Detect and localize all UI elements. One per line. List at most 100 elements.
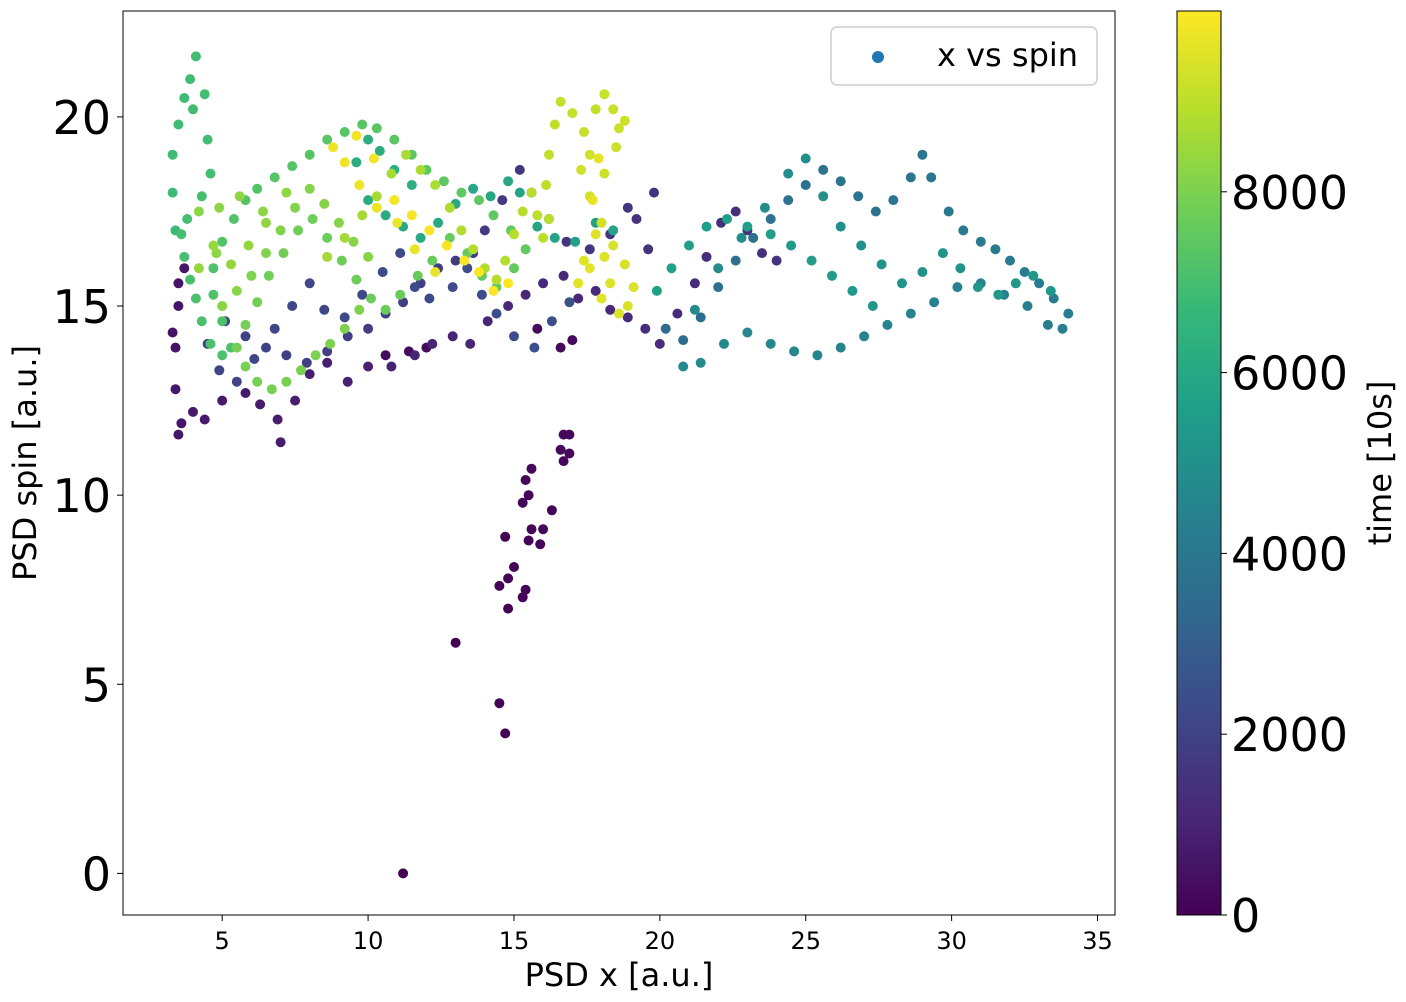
data-point <box>339 312 350 323</box>
data-point <box>573 278 584 289</box>
data-point <box>765 338 776 349</box>
data-point <box>304 183 315 194</box>
data-point <box>587 195 598 206</box>
data-point <box>579 255 589 266</box>
y-tick-label: 20 <box>52 91 111 145</box>
data-point <box>684 240 694 251</box>
data-point <box>882 319 893 330</box>
data-point <box>678 361 689 372</box>
data-point <box>415 232 426 243</box>
plot-frame <box>122 10 1116 916</box>
data-point <box>322 346 333 357</box>
data-point <box>544 214 554 224</box>
data-point <box>558 456 569 467</box>
data-point <box>622 202 633 213</box>
data-point <box>188 406 198 417</box>
data-point <box>351 157 362 168</box>
data-point <box>526 524 537 535</box>
data-point <box>275 437 286 448</box>
y-tick-label: 0 <box>82 847 111 901</box>
data-point <box>173 429 184 440</box>
data-point <box>500 531 511 542</box>
data-point <box>322 134 333 145</box>
colorbar-ticks: 0 2000 4000 6000 8000 <box>1221 166 1348 943</box>
data-point <box>520 475 531 485</box>
data-point <box>167 149 178 160</box>
data-point <box>722 214 732 224</box>
data-point <box>870 206 881 217</box>
data-point <box>701 221 712 232</box>
data-point <box>261 248 271 259</box>
data-point <box>182 214 193 224</box>
data-point <box>447 282 458 293</box>
data-point <box>730 206 741 217</box>
data-point <box>185 74 196 85</box>
data-point <box>468 183 479 194</box>
data-point <box>234 191 245 202</box>
data-point <box>503 573 514 584</box>
data-point <box>1028 270 1039 281</box>
data-point <box>214 365 225 376</box>
data-point <box>701 251 712 262</box>
data-point <box>990 244 1001 255</box>
data-point <box>599 168 610 179</box>
data-point <box>503 176 514 187</box>
data-point <box>380 350 391 361</box>
data-point <box>503 603 514 614</box>
colorbar-gradient <box>1176 10 1222 916</box>
data-point <box>371 191 382 202</box>
colorbar: 0 2000 4000 6000 8000 time [10s] <box>1176 10 1399 943</box>
data-point <box>713 263 724 274</box>
data-point <box>520 244 531 255</box>
data-point <box>252 183 263 194</box>
data-point <box>500 728 511 739</box>
data-point <box>485 191 496 202</box>
data-point <box>371 202 382 213</box>
data-point <box>240 361 251 372</box>
data-point <box>491 274 502 285</box>
legend-box <box>830 26 1098 86</box>
data-point <box>296 365 306 376</box>
data-point <box>555 342 566 353</box>
x-tick-label: 35 <box>1082 927 1113 955</box>
data-point <box>217 301 228 311</box>
data-point <box>614 123 624 134</box>
data-point <box>689 304 700 315</box>
data-point <box>532 323 543 334</box>
data-point <box>546 505 557 516</box>
x-tick-label: 20 <box>645 927 676 955</box>
data-point <box>660 323 671 334</box>
data-point <box>179 263 190 274</box>
data-point <box>363 251 374 262</box>
data-point <box>333 217 344 228</box>
data-point <box>281 376 292 387</box>
data-point <box>293 225 304 236</box>
data-point <box>800 153 811 164</box>
data-point <box>339 232 350 243</box>
data-point <box>564 297 575 308</box>
data-point <box>943 206 954 217</box>
data-point <box>240 388 251 398</box>
data-point <box>226 259 236 270</box>
data-point <box>217 236 228 247</box>
data-point <box>599 89 610 100</box>
colorbar-label: time [10s] <box>1361 381 1399 546</box>
data-point <box>713 282 724 293</box>
series-early-purple <box>167 164 782 448</box>
data-point <box>544 149 554 160</box>
data-point <box>573 293 584 304</box>
data-point <box>380 210 391 221</box>
data-point <box>380 304 391 315</box>
data-point <box>608 240 619 251</box>
data-point <box>532 210 543 221</box>
data-point <box>958 225 969 236</box>
data-point <box>409 350 420 361</box>
legend-label: x vs spin <box>937 36 1078 74</box>
data-point <box>564 429 575 440</box>
data-point <box>742 327 753 338</box>
data-point <box>622 301 633 311</box>
data-point <box>278 248 289 259</box>
data-point <box>415 164 426 175</box>
data-point <box>937 248 948 259</box>
data-point <box>1034 278 1045 289</box>
